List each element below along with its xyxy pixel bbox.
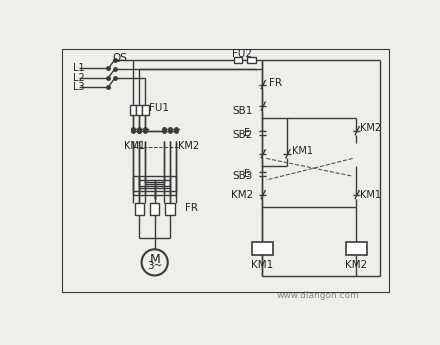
Text: L1: L1 (73, 63, 84, 73)
Bar (247, 57, 256, 63)
Bar (165, 203, 175, 215)
Text: KM2: KM2 (231, 190, 253, 200)
Text: SB1: SB1 (233, 106, 253, 116)
Bar (130, 105, 136, 115)
Text: FU2: FU2 (232, 49, 253, 59)
Text: SB3: SB3 (233, 171, 253, 181)
Text: KM1: KM1 (251, 260, 274, 270)
Bar (135, 203, 144, 215)
Bar (150, 203, 159, 215)
Text: M: M (149, 253, 160, 266)
Text: FR: FR (186, 204, 198, 214)
Text: E: E (244, 128, 250, 138)
Bar (136, 105, 143, 115)
Text: 3~: 3~ (147, 261, 162, 271)
Text: KM1: KM1 (124, 141, 145, 151)
Text: FR: FR (269, 78, 282, 88)
Text: www.diangon.com: www.diangon.com (276, 291, 359, 300)
Bar (346, 241, 367, 255)
Text: KM1: KM1 (292, 146, 313, 156)
Text: KM2: KM2 (178, 141, 199, 151)
Text: KM2: KM2 (345, 260, 367, 270)
Text: KM1: KM1 (360, 190, 381, 200)
Text: FU1: FU1 (149, 102, 169, 112)
Text: QS: QS (112, 53, 127, 63)
Bar (143, 105, 149, 115)
Text: L2: L2 (73, 72, 85, 82)
Bar (252, 241, 273, 255)
Bar (234, 57, 242, 63)
Text: E: E (244, 169, 250, 179)
Text: KM2: KM2 (360, 122, 381, 132)
Text: L3: L3 (73, 82, 84, 92)
Text: SB2: SB2 (233, 130, 253, 140)
